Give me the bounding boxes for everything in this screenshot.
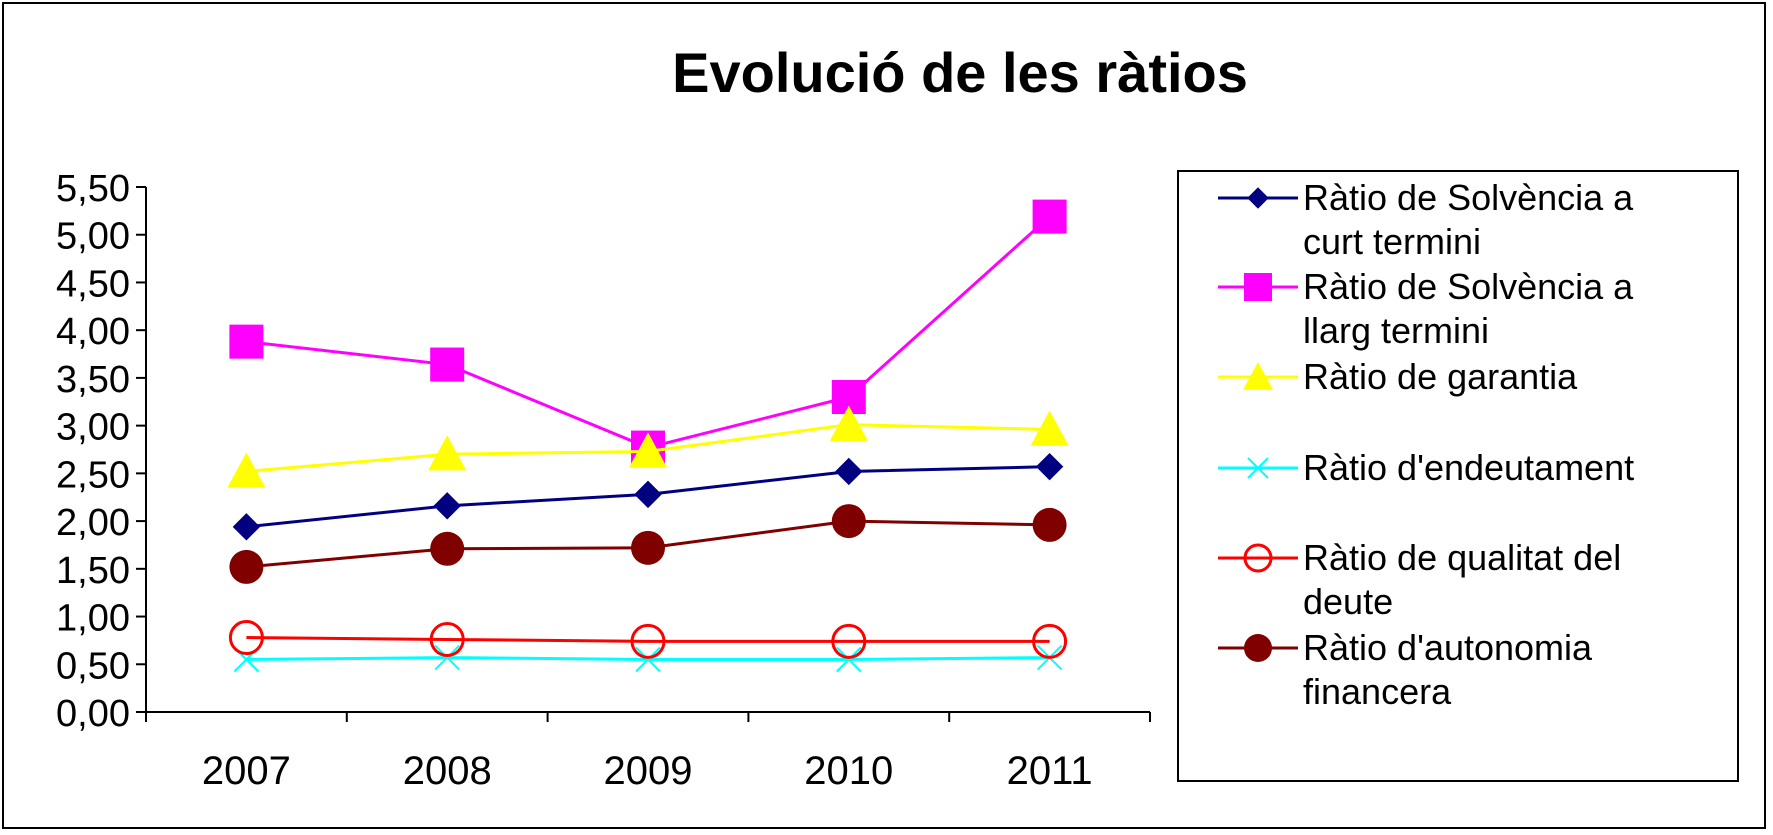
x-tick-label: 2010 [804,749,893,793]
data-point-marker [429,621,465,657]
legend-label: llarg termini [1303,310,1489,351]
series-line [246,636,1050,643]
y-tick-label: 5,50 [56,168,130,210]
legend-label: Ràtio d'autonomia [1303,627,1593,668]
data-point-marker [1035,452,1064,481]
data-point-marker [1030,410,1069,446]
data-point-marker [430,531,465,566]
legend-label: Ràtio de garantia [1303,356,1578,397]
data-point-marker [634,480,662,509]
legend-label: financera [1303,671,1452,712]
legend-marker [1243,362,1273,390]
data-point-marker [635,646,661,673]
legend-box [1177,170,1739,782]
data-point-marker [629,432,667,468]
series-4 [228,620,1068,659]
data-point-marker [831,623,867,659]
data-point-marker [229,549,264,584]
legend-label: Ràtio d'endeutament [1303,447,1634,488]
y-tick-label: 4,00 [56,311,130,353]
series-line [246,215,1051,450]
data-point-marker [433,492,461,520]
y-tick-label: 1,50 [56,550,130,592]
data-point-marker [434,644,460,671]
y-tick-label: 3,00 [56,407,130,449]
legend-marker [1247,187,1269,209]
series-5 [229,504,1067,584]
data-point-marker [1032,623,1068,659]
y-tick-label: 3,50 [56,359,130,401]
data-point-marker [229,324,264,359]
legend-label: Ràtio de Solvència a [1303,266,1634,307]
y-tick-label: 5,00 [56,216,130,258]
chart-title: Evolució de les ràtios [672,41,1248,104]
x-tick-label: 2009 [604,749,693,793]
legend-marker [1244,273,1272,301]
series-2 [227,405,1069,488]
legend-label: deute [1303,581,1393,622]
x-tick-label: 2011 [1007,749,1093,793]
legend-label: Ràtio de qualitat del [1303,537,1621,578]
y-tick-label: 2,50 [56,454,130,496]
data-point-marker [232,513,261,541]
data-point-marker [831,504,866,539]
data-point-marker [630,623,666,659]
x-tick-label: 2007 [202,749,291,793]
series-layer [227,199,1069,673]
data-point-marker [829,405,868,441]
y-tick-label: 0,50 [56,645,130,687]
x-tick-label: 2008 [403,749,492,793]
legend-marker [1247,457,1269,479]
y-tick-label: 1,00 [56,598,130,640]
y-tick-label: 2,00 [56,502,130,544]
legend-entry: Ràtio d'endeutament [1218,447,1634,488]
data-point-marker [1032,507,1067,542]
series-0 [232,452,1064,541]
data-point-marker [631,530,665,565]
legend-marker [1243,543,1273,573]
legend-marker [1244,634,1272,662]
data-point-marker [428,435,467,471]
data-point-marker [228,620,264,656]
data-point-marker [835,457,863,486]
legend-entry: Ràtio de garantia [1218,356,1578,397]
data-point-marker [430,347,465,382]
y-tick-label: 4,50 [56,263,130,305]
legend-label: curt termini [1303,221,1481,262]
legend-label: Ràtio de Solvència a [1303,177,1634,218]
data-point-marker [227,452,266,488]
data-point-marker [1032,199,1067,234]
y-tick-label: 0,00 [56,693,130,735]
chart-axes: 0,00 0,50 1,00 1,50 2,00 2,50 3,00 3,50 4,00 4,50… [56,168,1151,793]
data-point-marker [836,646,862,673]
series-1 [229,199,1067,465]
